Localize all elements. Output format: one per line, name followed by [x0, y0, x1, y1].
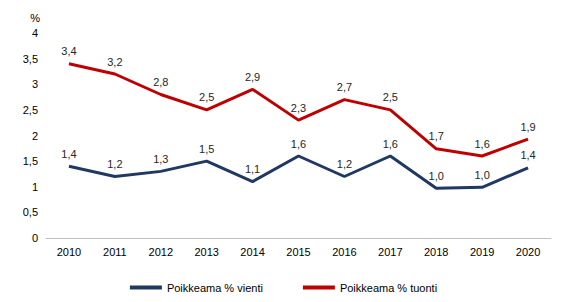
svg-text:1,0: 1,0	[474, 169, 489, 181]
svg-text:1,3: 1,3	[153, 153, 168, 165]
svg-text:2,7: 2,7	[337, 81, 352, 93]
svg-text:1: 1	[32, 181, 38, 193]
svg-text:1,5: 1,5	[199, 143, 214, 155]
svg-text:1,0: 1,0	[429, 170, 444, 182]
svg-text:2020: 2020	[516, 246, 540, 258]
svg-text:2,5: 2,5	[383, 91, 398, 103]
svg-text:2: 2	[32, 130, 38, 142]
svg-text:1,6: 1,6	[474, 138, 489, 150]
svg-text:1,1: 1,1	[245, 163, 260, 175]
svg-text:2010: 2010	[57, 246, 81, 258]
svg-text:1,4: 1,4	[61, 148, 76, 160]
svg-text:3,5: 3,5	[23, 53, 38, 65]
svg-text:1,4: 1,4	[520, 149, 535, 161]
svg-text:2013: 2013	[194, 246, 218, 258]
svg-text:Poikkeama % tuonti: Poikkeama % tuonti	[340, 282, 437, 294]
svg-text:4: 4	[32, 27, 38, 39]
svg-text:0,5: 0,5	[23, 206, 38, 218]
svg-text:1,6: 1,6	[291, 138, 306, 150]
svg-text:1,2: 1,2	[107, 158, 122, 170]
svg-text:1,9: 1,9	[520, 121, 535, 133]
svg-text:2,3: 2,3	[291, 102, 306, 114]
svg-text:2018: 2018	[424, 246, 448, 258]
svg-text:2,5: 2,5	[199, 91, 214, 103]
svg-text:3,4: 3,4	[61, 45, 76, 57]
svg-text:1,2: 1,2	[337, 158, 352, 170]
svg-text:2011: 2011	[103, 246, 127, 258]
svg-text:%: %	[30, 12, 40, 24]
svg-text:2,8: 2,8	[153, 76, 168, 88]
svg-text:2,9: 2,9	[245, 71, 260, 83]
svg-text:0: 0	[32, 232, 38, 244]
svg-text:1,6: 1,6	[383, 138, 398, 150]
svg-text:2015: 2015	[286, 246, 310, 258]
svg-text:2017: 2017	[378, 246, 402, 258]
svg-text:3,2: 3,2	[107, 56, 122, 68]
svg-text:Poikkeama % vienti: Poikkeama % vienti	[167, 282, 263, 294]
svg-text:2014: 2014	[240, 246, 264, 258]
svg-text:2019: 2019	[470, 246, 494, 258]
svg-text:1,7: 1,7	[429, 130, 444, 142]
svg-text:2,5: 2,5	[23, 104, 38, 116]
svg-text:2012: 2012	[149, 246, 173, 258]
svg-text:3: 3	[32, 78, 38, 90]
svg-text:1,5: 1,5	[23, 155, 38, 167]
svg-text:2016: 2016	[332, 246, 356, 258]
